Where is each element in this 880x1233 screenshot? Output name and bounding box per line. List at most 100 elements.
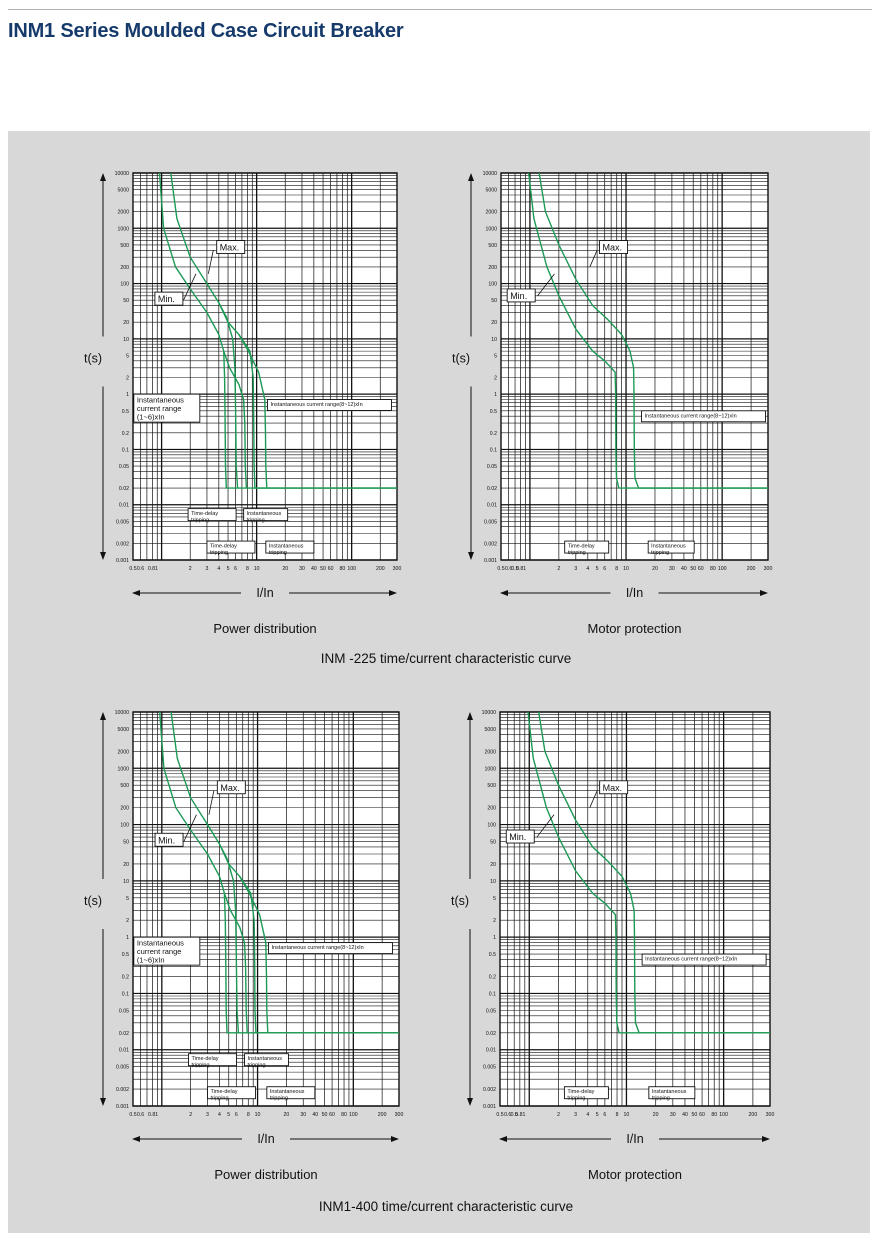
y-tick-label: 0.2 <box>490 431 497 437</box>
inst-range-1-6-text: (1~6)xIn <box>137 413 165 422</box>
y-tick-label: 100 <box>120 282 129 288</box>
x-tick-label: 200 <box>378 1112 387 1118</box>
y-tick-label: 2 <box>126 918 129 924</box>
x-arrow-right-head <box>760 590 768 596</box>
time-delay-label-2-text: tripping <box>211 1096 229 1102</box>
x-tick-label: 60 <box>328 566 334 572</box>
x-tick-label: 60 <box>329 1112 335 1118</box>
y-tick-label: 2 <box>493 918 496 924</box>
vertical-grid <box>500 173 769 560</box>
time-delay-label-box <box>564 540 610 554</box>
x-tick-label: 0.6 <box>137 566 144 572</box>
x-tick-label: 2 <box>189 566 192 572</box>
y-tick-label: 50 <box>490 840 496 846</box>
y-axis-label: t(s) <box>84 894 102 908</box>
y-tick-label: 0.1 <box>489 991 496 997</box>
y-axis-label: t(s) <box>84 352 102 366</box>
y-tick-label: 200 <box>488 265 497 271</box>
min-label: Min. <box>506 288 536 303</box>
max-leader <box>589 250 598 268</box>
y-tick-label: 0.002 <box>116 541 129 547</box>
y-tick-label: 5 <box>494 353 497 359</box>
x-tick-label: 0.5 <box>496 1112 503 1118</box>
x-tick-label: 0.81 <box>148 1112 158 1118</box>
y-tick-label: 500 <box>488 243 497 249</box>
y-tick-label: 5000 <box>484 727 496 733</box>
y-tick-label: 0.02 <box>119 486 129 492</box>
inst-tripping-label-box <box>648 1086 696 1100</box>
y-tick-label: 20 <box>491 320 497 326</box>
x-tick-label: 3 <box>206 566 209 572</box>
y-tick-label: 0.002 <box>484 541 497 547</box>
x-tick-label: 5 <box>227 1112 230 1118</box>
min-label: Min. <box>505 829 535 844</box>
min-label-box <box>154 832 184 847</box>
chart-1: 100005000200010005002001005020105210.50.… <box>84 171 401 636</box>
time-delay-label-2-text: Time-delay <box>211 1089 238 1095</box>
x-tick-label: 200 <box>376 566 385 572</box>
y-tick-label: 100 <box>487 823 496 829</box>
row-1-caption: INM -225 time/current characteristic cur… <box>321 651 572 666</box>
x-tick-label: 60 <box>699 1112 705 1118</box>
top-divider <box>8 9 872 10</box>
y-tick-label: 200 <box>120 806 129 812</box>
y-tick-label: 0.01 <box>486 1048 496 1054</box>
x-arrow-left-head <box>499 1136 507 1142</box>
time-delay-label-box <box>563 1086 609 1100</box>
x-arrow-left-head <box>500 590 508 596</box>
y-tick-label: 0.5 <box>122 952 129 958</box>
x-tick-label: 6 <box>603 566 606 572</box>
y-tick-label: 1000 <box>484 766 496 772</box>
y-arrow-up-head <box>100 173 106 181</box>
x-tick-label: 30 <box>669 566 675 572</box>
y-tick-label: 500 <box>120 243 129 249</box>
time-delay-label-text: tripping <box>567 1096 585 1102</box>
inst-tripping-label-text: Instantaneous <box>651 544 686 550</box>
x-tick-label: 100 <box>347 566 356 572</box>
series-4-line <box>223 893 248 1033</box>
y-tick-label: 2 <box>494 376 497 382</box>
inst-range-8-12: Instantaneous current range(8~12)xIn <box>641 410 766 423</box>
x-tick-label: 0.81 <box>148 566 158 572</box>
time-delay-label-2-box <box>206 540 256 554</box>
y-tick-label: 0.2 <box>489 974 496 980</box>
max-label-text: Max. <box>220 243 240 253</box>
inst-range-8-12-text: Instantaneous current range(8~12)xIn <box>645 413 737 419</box>
x-tick-label: 5 <box>227 566 230 572</box>
x-tick-label: 0.5 <box>497 566 504 572</box>
x-tick-label: 20 <box>282 566 288 572</box>
y-tick-label: 100 <box>488 282 497 288</box>
series-1-line <box>527 711 770 1034</box>
min-leader <box>183 273 197 301</box>
y-tick-label: 10000 <box>482 710 497 716</box>
y-tick-label: 0.002 <box>116 1087 129 1093</box>
max-label-text: Max. <box>603 243 623 253</box>
x-tick-label: 100 <box>719 1112 728 1118</box>
y-tick-label: 0.005 <box>483 1065 496 1071</box>
chart-subtitle: Power distribution <box>213 621 316 636</box>
y-tick-label: 0.1 <box>122 991 129 997</box>
min-label-text: Min. <box>158 835 175 845</box>
x-tick-label: 40 <box>311 566 317 572</box>
x-tick-label: 0.6 <box>137 1112 144 1118</box>
x-tick-label: 3 <box>574 566 577 572</box>
y-tick-label: 1 <box>494 392 497 398</box>
x-arrow-right-head <box>389 590 397 596</box>
x-tick-label: 40 <box>312 1112 318 1118</box>
inst-range-8-12-box <box>641 410 766 423</box>
x-tick-label: 40 <box>682 1112 688 1118</box>
x-axis-label: I/In <box>626 586 643 600</box>
x-tick-label: 10 <box>254 566 260 572</box>
max-label: Max. <box>216 240 246 255</box>
y-tick-label: 2000 <box>484 749 496 755</box>
series-4-line <box>223 350 248 489</box>
x-tick-label: 0.5 <box>511 1112 518 1118</box>
max-leader <box>208 790 215 815</box>
x-tick-label: 3 <box>574 1112 577 1118</box>
y-tick-label: 500 <box>487 783 496 789</box>
